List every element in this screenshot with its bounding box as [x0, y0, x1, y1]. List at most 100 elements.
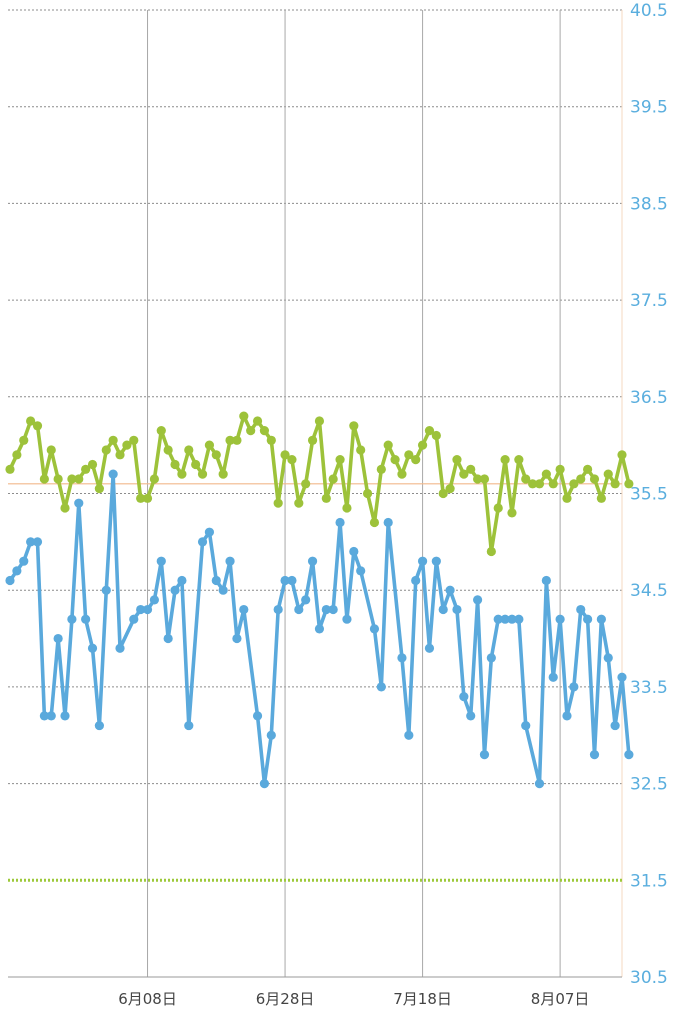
series-1-point-32 [225, 556, 235, 566]
series-0-point-16 [115, 450, 125, 460]
series-1-point-65 [452, 604, 462, 615]
series-0-point-86 [596, 493, 606, 503]
series-1-point-9 [67, 614, 77, 624]
series-1-point-61 [424, 643, 435, 653]
series-1-point-62 [431, 556, 441, 566]
series-0-point-25 [177, 469, 187, 479]
series-0-point-82 [569, 479, 579, 489]
series-0-point-41 [287, 455, 297, 465]
series-0-point-47 [328, 474, 338, 484]
series-1-point-23 [163, 633, 173, 644]
y-tick-label-9: 31.5 [630, 871, 668, 891]
series-0-point-59 [411, 455, 421, 465]
series-0-point-74 [514, 455, 524, 465]
series-1-point-22 [156, 556, 166, 566]
series-0-point-61 [424, 426, 435, 436]
series-1-point-1 [12, 566, 22, 576]
series-0-point-26 [184, 445, 194, 455]
series-0-point-54 [376, 464, 386, 474]
series-0-point-55 [383, 440, 393, 450]
series-0-point-5 [39, 474, 49, 484]
series-1-point-50 [349, 546, 359, 557]
series-1-point-5 [39, 711, 49, 721]
y-tick-label-3: 37.5 [630, 291, 668, 311]
series-0-point-32 [225, 435, 235, 445]
y-tick-label-8: 32.5 [630, 775, 668, 795]
series-1-point-77 [534, 779, 545, 789]
series-0-point-69 [479, 474, 490, 484]
series-1-point-38 [266, 730, 276, 740]
series-0-point-58 [404, 450, 414, 460]
series-1-point-24 [170, 585, 180, 595]
series-1-point-36 [252, 711, 263, 721]
series-1-point-57 [397, 653, 407, 663]
series-1-point-82 [569, 682, 579, 692]
series-1-point-89 [617, 672, 627, 682]
series-0-point-14 [101, 445, 111, 455]
series-1-point-73 [507, 614, 517, 624]
series-0-point-38 [266, 435, 276, 445]
series-1-point-78 [541, 575, 551, 586]
series-0-point-72 [500, 455, 510, 465]
series-1-point-14 [101, 585, 111, 595]
series-1-point-11 [81, 614, 91, 624]
series-1-point-79 [548, 672, 558, 682]
series-0-point-70 [486, 546, 496, 557]
series-0-point-18 [129, 435, 139, 445]
series-1-point-48 [335, 517, 345, 528]
series-1-point-46 [321, 604, 331, 615]
x-axis-tick-labels: 6月08日 6月28日 7月18日 8月07日 [118, 990, 589, 1008]
series-0-point-71 [493, 503, 503, 513]
series-0-point-7 [53, 474, 63, 484]
series-0-point-53 [369, 517, 380, 528]
series-0-point-2 [19, 435, 29, 445]
series-0-point-46 [321, 493, 331, 503]
series-0-point-66 [459, 469, 469, 479]
series-1-point-58 [404, 730, 414, 740]
series-1-point-40 [280, 575, 290, 586]
series-0-point-88 [610, 479, 620, 489]
series-1-point-81 [562, 711, 572, 721]
series-0-point-33 [232, 435, 242, 445]
series-0-point-90 [624, 479, 634, 489]
series-1-point-68 [472, 595, 483, 605]
series-1-point-15 [108, 469, 118, 479]
series-0-point-52 [362, 488, 373, 499]
y-tick-label-0: 40.5 [630, 1, 668, 21]
series-1-point-29 [204, 527, 215, 537]
series-1-point-45 [314, 624, 325, 634]
series-1-point-30 [211, 575, 221, 586]
series-1-point-83 [576, 604, 586, 615]
series-1-point-43 [301, 595, 311, 605]
series-1-point-85 [589, 749, 600, 760]
series-0-point-28 [197, 469, 208, 479]
series-0-point-79 [548, 479, 558, 489]
x-tick-label-0: 6月08日 [118, 990, 177, 1008]
series-0-point-67 [466, 464, 476, 474]
series-1-point-18 [129, 614, 139, 624]
series-1-point-59 [411, 575, 421, 586]
series-0-point-31 [218, 469, 228, 479]
series-0-point-23 [163, 445, 173, 455]
series-0-point-34 [239, 411, 249, 421]
series-0-point-11 [81, 464, 91, 474]
series-1-point-6 [46, 711, 56, 721]
series-0-point-15 [108, 435, 118, 445]
series-0-point-48 [335, 455, 345, 465]
series-1-point-54 [376, 682, 386, 692]
series-0-point-75 [521, 474, 531, 484]
series-0-point-27 [191, 459, 201, 470]
y-tick-label-7: 33.5 [630, 678, 668, 698]
series-0-point-39 [273, 498, 283, 508]
series-0-point-35 [246, 426, 256, 436]
series-1-point-66 [459, 691, 469, 702]
series-0-point-50 [349, 421, 359, 431]
series-1-point-8 [60, 711, 70, 721]
series-1-point-20 [142, 604, 153, 615]
series-0-point-64 [445, 484, 455, 494]
series-1-point-21 [149, 595, 160, 605]
series-0-point-78 [541, 469, 551, 479]
series-1-point-64 [445, 585, 455, 595]
series-points [5, 411, 634, 789]
series-1-point-80 [555, 614, 565, 624]
